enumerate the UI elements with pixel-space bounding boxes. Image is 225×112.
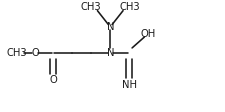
Text: O: O — [31, 48, 39, 58]
Text: N: N — [106, 48, 114, 58]
Text: CH3: CH3 — [81, 2, 101, 12]
Text: NH: NH — [122, 80, 137, 90]
Text: CH3: CH3 — [7, 48, 27, 58]
Text: CH3: CH3 — [119, 2, 140, 12]
Text: N: N — [106, 22, 114, 32]
Text: OH: OH — [141, 29, 156, 39]
Text: O: O — [49, 75, 57, 85]
